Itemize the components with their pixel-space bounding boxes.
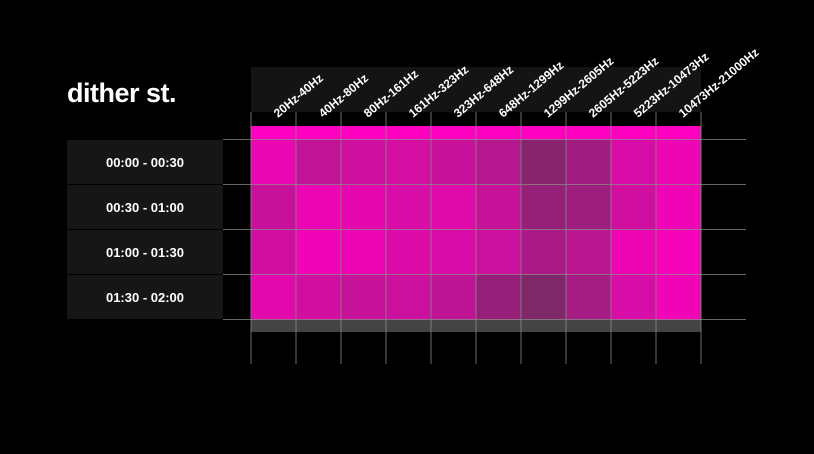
heatmap-cell	[341, 275, 386, 320]
heatmap-cell	[251, 185, 296, 230]
heatmap-cell	[431, 185, 476, 230]
chart-title: dither st.	[67, 78, 177, 108]
heatmap-cell	[656, 275, 701, 320]
heatmap-cell	[476, 185, 521, 230]
heatmap-cell	[521, 230, 566, 275]
row-label: 01:30 - 02:00	[67, 275, 223, 319]
row-label: 01:00 - 01:30	[67, 230, 223, 274]
heatmap-cell	[296, 185, 341, 230]
heatmap-cell	[521, 275, 566, 320]
heatmap-cell	[566, 140, 611, 185]
heatmap-cell	[611, 185, 656, 230]
heatmap-cell	[656, 140, 701, 185]
heatmap-cell	[476, 230, 521, 275]
heatmap-cell	[386, 140, 431, 185]
heatmap-cell	[296, 230, 341, 275]
heatmap-cell	[296, 275, 341, 320]
heatmap-cell	[431, 140, 476, 185]
heatmap-cell	[476, 275, 521, 320]
heatmap-cell	[341, 230, 386, 275]
heatmap-cell	[251, 275, 296, 320]
heatmap-cell	[656, 185, 701, 230]
heatmap-cell	[341, 185, 386, 230]
heatmap-cell	[431, 230, 476, 275]
row-label: 00:00 - 00:30	[67, 140, 223, 184]
heatmap-cell	[521, 185, 566, 230]
heatmap-cell	[566, 230, 611, 275]
heatmap-cell	[611, 230, 656, 275]
heatmap-cell	[251, 140, 296, 185]
heatmap-cell	[296, 140, 341, 185]
heatmap-cell	[386, 230, 431, 275]
column-header-band	[251, 67, 701, 112]
heatmap-cell	[611, 140, 656, 185]
heatmap-cell	[566, 185, 611, 230]
heatmap-cell	[521, 140, 566, 185]
heatmap-cell	[476, 140, 521, 185]
heatmap-cell	[611, 275, 656, 320]
heatmap-cell	[386, 275, 431, 320]
heatmap-cell	[431, 275, 476, 320]
row-labels: 00:00 - 00:30 00:30 - 01:00 01:00 - 01:30 0…	[67, 140, 223, 320]
heatmap-cell	[386, 185, 431, 230]
heatmap-cell	[251, 230, 296, 275]
row-label: 00:30 - 01:00	[67, 185, 223, 229]
heatmap-cell	[656, 230, 701, 275]
heatmap-cell	[341, 140, 386, 185]
heatmap-cell	[566, 275, 611, 320]
